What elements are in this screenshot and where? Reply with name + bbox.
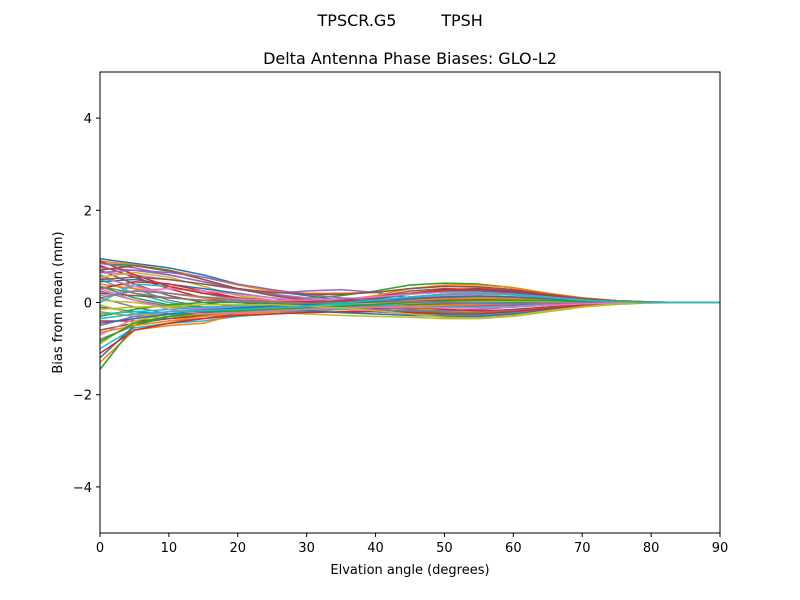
series-line — [99, 287, 720, 315]
y-tick-label: −2 — [73, 389, 92, 404]
x-tick-label: 10 — [161, 541, 178, 556]
series-layer — [99, 257, 720, 370]
y-tick-label: 2 — [84, 204, 92, 219]
suptitle-right: TPSH — [440, 11, 483, 30]
series-line — [99, 292, 720, 320]
x-ticks: 0 10 20 30 40 50 60 70 80 90 — [96, 533, 728, 556]
x-tick-label: 40 — [367, 541, 384, 556]
x-tick-label: 80 — [643, 541, 660, 556]
x-axis-label: Elvation angle (degrees) — [330, 563, 489, 578]
x-tick-label: 90 — [712, 541, 729, 556]
y-tick-label: 4 — [84, 112, 92, 127]
suptitle-left: TPSCR.G5 — [317, 11, 397, 30]
series-line — [99, 301, 720, 319]
x-tick-label: 50 — [436, 541, 453, 556]
x-tick-label: 70 — [574, 541, 591, 556]
chart-title: Delta Antenna Phase Biases: GLO-L2 — [263, 49, 557, 68]
x-tick-label: 30 — [298, 541, 315, 556]
x-tick-label: 0 — [96, 541, 104, 556]
y-ticks: −4 −2 0 2 4 — [73, 112, 100, 496]
y-tick-label: −4 — [73, 481, 92, 496]
y-tick-label: 0 — [84, 297, 92, 312]
x-tick-label: 60 — [505, 541, 522, 556]
x-tick-label: 20 — [230, 541, 247, 556]
y-axis-label: Bias from mean (mm) — [51, 231, 66, 373]
axes-frame — [99, 71, 721, 534]
